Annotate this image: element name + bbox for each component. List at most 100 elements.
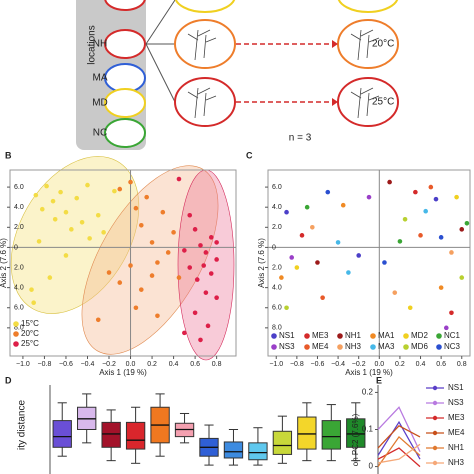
- y-tick-label: 0.2: [362, 388, 374, 397]
- site-label: NH: [93, 39, 107, 50]
- point: [165, 250, 171, 255]
- legend-swatch: [13, 321, 19, 327]
- x-tick-label: 0.2: [147, 361, 157, 368]
- point: [63, 253, 69, 258]
- y-axis-title: Axis 2 (7.6 %): [0, 238, 8, 288]
- legend-swatch: [370, 344, 376, 350]
- point: [214, 295, 219, 300]
- plant-icons: [187, 29, 380, 119]
- point: [294, 265, 300, 270]
- y-axis-title: Axis 2 (7.6 %): [257, 238, 266, 288]
- box: [52, 420, 72, 448]
- point: [382, 260, 387, 265]
- series-line: [377, 443, 421, 464]
- legend-label: ME3: [312, 331, 329, 340]
- point: [52, 216, 58, 222]
- temperature-label: 25°C: [372, 97, 394, 108]
- point: [182, 330, 187, 336]
- x-tick-label: 0.8: [457, 361, 467, 368]
- y-tick-label: 2.0: [14, 264, 24, 271]
- legend-marker: [432, 460, 438, 466]
- point: [402, 216, 408, 222]
- x-tick-label: −0.6: [311, 361, 325, 368]
- panel-label: D: [5, 375, 12, 385]
- box: [346, 418, 366, 448]
- y-tick-label: 6.0: [14, 305, 24, 312]
- point: [464, 220, 470, 226]
- diagram: locations NH MA MD NC 20°C 25°C n = 3: [76, 0, 399, 150]
- x-tick-label: 0.2: [395, 361, 405, 368]
- point: [279, 275, 284, 280]
- point: [284, 209, 289, 215]
- plot-frame: [267, 169, 471, 357]
- point: [187, 265, 193, 270]
- x-tick-label: −0.8: [290, 361, 304, 368]
- legend-label: 25°C: [21, 339, 39, 348]
- series-line: [377, 424, 421, 449]
- point: [320, 295, 325, 300]
- legend-marker: [432, 385, 438, 391]
- point: [58, 189, 63, 195]
- point: [284, 305, 289, 311]
- point: [149, 240, 155, 245]
- legend-swatch: [337, 344, 343, 350]
- x-tick-label: −1.0: [269, 361, 283, 368]
- point: [443, 325, 449, 331]
- point: [433, 196, 439, 202]
- point: [155, 260, 160, 265]
- y-tick-label: 6.0: [14, 184, 24, 191]
- point: [289, 255, 295, 260]
- legend-label: ME3: [448, 413, 465, 422]
- point: [155, 313, 160, 319]
- point: [171, 230, 176, 235]
- point: [29, 287, 34, 292]
- point: [36, 239, 42, 244]
- replicates: n = 3: [289, 133, 312, 144]
- point: [203, 250, 209, 255]
- y-tick-label: 6.0: [272, 305, 282, 312]
- legend-label: 15°C: [21, 319, 39, 328]
- legend-swatch: [271, 344, 277, 350]
- point: [144, 194, 149, 200]
- y-tick-label: 8.0: [272, 325, 282, 332]
- point: [392, 290, 398, 295]
- x-tick-label: 0.4: [416, 361, 426, 368]
- point: [63, 209, 69, 215]
- legend-label: NS1: [279, 331, 295, 340]
- x-tick-label: 0.4: [169, 361, 179, 368]
- plot-frame: [9, 169, 237, 357]
- point: [31, 300, 36, 306]
- x-tick-label: 0.0: [374, 361, 384, 368]
- point: [138, 287, 144, 292]
- y-tick-label: 4.0: [272, 204, 282, 211]
- site-label: MA: [93, 73, 108, 84]
- point: [340, 202, 346, 208]
- box: [223, 441, 244, 459]
- point: [449, 250, 454, 255]
- point: [304, 204, 310, 210]
- point: [44, 183, 49, 189]
- point: [315, 260, 320, 265]
- point: [366, 194, 372, 200]
- legend-label: NH3: [345, 342, 362, 351]
- point: [138, 222, 144, 228]
- legend-swatch: [436, 344, 442, 350]
- point: [160, 209, 166, 215]
- point: [423, 208, 428, 214]
- temp-circle: [174, 0, 236, 13]
- point: [133, 205, 139, 211]
- y-tick-label: 0: [14, 244, 18, 251]
- box: [321, 420, 341, 450]
- point: [438, 285, 444, 290]
- point: [299, 233, 305, 238]
- point: [413, 189, 418, 195]
- point: [117, 186, 123, 192]
- branch-lines: [145, 0, 176, 103]
- y-tick-label: 0: [369, 462, 374, 471]
- point: [335, 240, 341, 245]
- point: [149, 273, 155, 278]
- legend-label: NC1: [444, 331, 461, 340]
- y-tick-label: 4.0: [14, 204, 24, 211]
